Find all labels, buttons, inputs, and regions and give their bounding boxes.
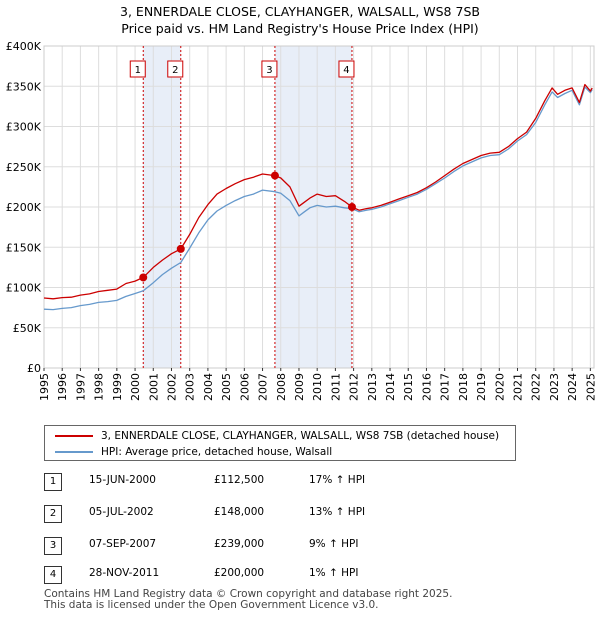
table-row: 2 05-JUL-2002 £148,000 13% ↑ HPI — [44, 505, 564, 523]
sale-date: 07-SEP-2007 — [89, 538, 157, 550]
hpi-line — [43, 86, 593, 311]
sale-price: £148,000 — [214, 506, 265, 518]
plot-area-border — [43, 45, 595, 369]
x-tick-label: 1998 — [93, 373, 106, 401]
sale-number-box: 1 — [129, 60, 146, 78]
x-tick-label: 2009 — [293, 373, 306, 401]
x-tick-label: 1997 — [74, 373, 87, 401]
x-tick-label: 2016 — [420, 373, 433, 401]
sale-number-label: 3 — [266, 65, 272, 76]
sale-date: 28-NOV-2011 — [89, 567, 160, 579]
footer-copyright: Contains HM Land Registry data © Crown c… — [44, 588, 453, 600]
sale-number: 2 — [44, 505, 62, 523]
sale-point — [176, 244, 185, 253]
x-tick-label: 2023 — [548, 373, 561, 401]
sale-point — [270, 171, 279, 180]
sale-price: £239,000 — [214, 538, 265, 550]
sale-number-box-frame — [129, 60, 146, 78]
x-tick-label: 2002 — [165, 373, 178, 401]
sale-number-box: 3 — [261, 60, 278, 78]
table-row: 1 15-JUN-2000 £112,500 17% ↑ HPI — [44, 473, 564, 491]
x-tick-label: 2010 — [311, 373, 324, 401]
sale-number-label: 2 — [172, 65, 178, 76]
table-row: 4 28-NOV-2011 £200,000 1% ↑ HPI — [44, 566, 564, 584]
chart-canvas: 1 2 3 4 £0 £50K £100K £150K £200K £250K £300K £350… — [6, 40, 598, 401]
y-tick-label: £100K — [6, 282, 42, 295]
x-tick-label: 2012 — [348, 373, 361, 401]
x-tick-label: 2008 — [275, 373, 288, 401]
legend-swatch-property — [55, 435, 93, 437]
sale-price: £112,500 — [214, 474, 265, 486]
sale-number-boxes: 1 2 3 4 — [129, 60, 355, 78]
sale-price: £200,000 — [214, 567, 265, 579]
x-tick-label: 2004 — [202, 373, 215, 401]
x-tick-label: 2011 — [329, 373, 342, 401]
x-tick-label: 2024 — [566, 373, 579, 401]
sale-date: 15-JUN-2000 — [89, 474, 156, 486]
x-tick-label: 2006 — [238, 373, 251, 401]
sale-point — [347, 203, 356, 211]
y-tick-label: £0 — [27, 362, 41, 375]
y-tick-label: £200K — [6, 201, 42, 214]
y-axis-ticks: £0 £50K £100K £150K £200K £250K £300K £350K £400… — [6, 40, 42, 375]
x-tick-label: 1995 — [38, 373, 51, 401]
chart-title: 3, ENNERDALE CLOSE, CLAYHANGER, WALSALL,… — [120, 4, 480, 19]
x-tick-label: 2014 — [384, 373, 397, 401]
footer-licence: This data is licensed under the Open Gov… — [44, 599, 379, 611]
legend-label-hpi: HPI: Average price, detached house, Wals… — [101, 446, 333, 458]
sale-points — [139, 171, 356, 282]
footer: Contains HM Land Registry data © Crown c… — [44, 589, 452, 611]
sale-hpi-diff: 1% ↑ HPI — [309, 567, 359, 579]
sale-date: 05-JUL-2002 — [89, 506, 154, 518]
sale-number: 1 — [44, 473, 62, 491]
sale-number-box: 2 — [167, 60, 184, 78]
x-tick-label: 1999 — [111, 373, 124, 401]
sale-number-label: 1 — [135, 65, 141, 76]
grid-lines — [43, 45, 595, 369]
sale-number-label: 4 — [343, 65, 349, 76]
y-tick-label: £300K — [6, 121, 42, 134]
x-tick-label: 2022 — [530, 373, 543, 401]
sale-number: 4 — [44, 566, 62, 584]
sale-hpi-diff: 13% ↑ HPI — [309, 506, 366, 518]
sale-point — [139, 273, 148, 282]
sale-number-box-frame — [338, 60, 355, 78]
sale-number-box: 4 — [338, 60, 355, 78]
x-tick-label: 1996 — [56, 373, 69, 401]
sale-number-box-frame — [167, 60, 184, 78]
x-tick-label: 2005 — [220, 373, 233, 401]
x-tick-label: 2007 — [257, 373, 270, 401]
x-axis-ticks: 1995 1996 1997 1998 1999 2000 2001 2002 2003 2004… — [38, 368, 597, 401]
y-tick-label: £150K — [6, 241, 42, 254]
y-tick-label: £400K — [6, 40, 42, 53]
sale-number-box-frame — [261, 60, 278, 78]
x-tick-label: 2013 — [366, 373, 379, 401]
x-tick-label: 2020 — [493, 373, 506, 401]
sale-number: 3 — [44, 537, 62, 555]
x-tick-label: 2018 — [457, 373, 470, 401]
x-tick-label: 2003 — [184, 373, 197, 401]
chart-title-block: 3, ENNERDALE CLOSE, CLAYHANGER, WALSALL,… — [0, 3, 600, 37]
table-row: 3 07-SEP-2007 £239,000 9% ↑ HPI — [44, 537, 564, 555]
x-tick-label: 2015 — [402, 373, 415, 401]
chart-subtitle: Price paid vs. HM Land Registry's House … — [121, 21, 479, 36]
legend-label-property: 3, ENNERDALE CLOSE, CLAYHANGER, WALSALL,… — [101, 430, 500, 442]
y-tick-label: £250K — [6, 161, 42, 174]
x-tick-label: 2001 — [147, 373, 160, 401]
x-tick-label: 2021 — [512, 373, 525, 401]
legend-swatch-hpi — [55, 451, 93, 453]
sale-hpi-diff: 17% ↑ HPI — [309, 474, 366, 486]
sale-hpi-diff: 9% ↑ HPI — [309, 538, 359, 550]
y-tick-label: £50K — [13, 322, 42, 335]
legend: 3, ENNERDALE CLOSE, CLAYHANGER, WALSALL,… — [44, 425, 516, 461]
y-tick-label: £350K — [6, 80, 42, 93]
x-tick-label: 2017 — [439, 373, 452, 401]
x-tick-label: 2019 — [475, 373, 488, 401]
x-tick-label: 2000 — [129, 373, 142, 401]
x-tick-label: 2025 — [584, 373, 597, 401]
